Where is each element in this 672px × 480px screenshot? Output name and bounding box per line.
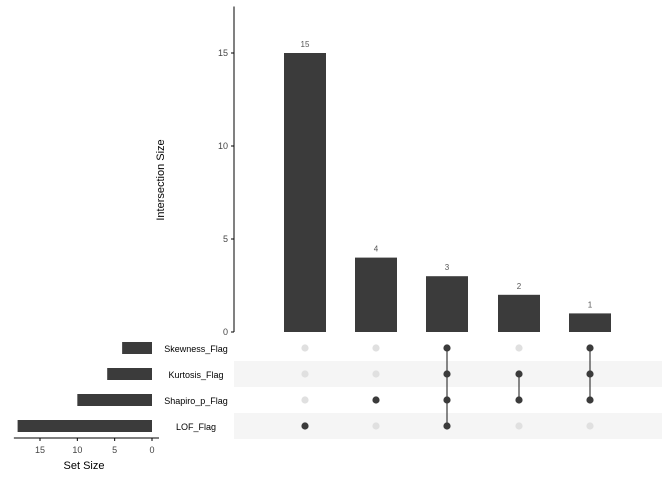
- matrix-dot-inactive: [372, 344, 380, 352]
- intersection-axis: 0 5 10 15: [218, 6, 235, 337]
- set-size-axis-title: Set Size: [64, 460, 105, 472]
- matrix-dot-inactive: [515, 344, 523, 352]
- matrix-dot-active: [515, 370, 523, 378]
- set-name-label: Skewness_Flag: [164, 344, 228, 354]
- set-size-bar: [107, 368, 152, 380]
- matrix-dot-active: [586, 396, 594, 404]
- intersection-count-label: 4: [374, 245, 379, 254]
- set-name-label: Kurtosis_Flag: [168, 370, 223, 380]
- y-tick-label: 0: [223, 327, 228, 337]
- intersection-bar: [569, 313, 611, 332]
- matrix-dot-inactive: [586, 422, 594, 430]
- set-name-label: LOF_Flag: [176, 422, 216, 432]
- matrix-dot-inactive: [372, 422, 380, 430]
- matrix-dot-active: [515, 396, 523, 404]
- y-tick-label: 10: [218, 141, 228, 151]
- intersection-count-label: 3: [445, 263, 450, 272]
- intersection-bar: [284, 53, 326, 332]
- intersection-bars: 15 4 3 2 1: [284, 40, 611, 332]
- intersection-count-label: 2: [517, 282, 522, 291]
- intersection-bar: [355, 257, 397, 332]
- matrix-dot-active: [586, 370, 594, 378]
- intersection-bar: [498, 294, 540, 332]
- x-tick-label: 5: [112, 445, 117, 455]
- x-tick-label: 10: [72, 445, 82, 455]
- matrix-dot-inactive: [515, 422, 523, 430]
- matrix-dot-inactive: [372, 370, 380, 378]
- matrix-dot-active: [443, 370, 451, 378]
- matrix-dot-inactive: [301, 344, 309, 352]
- matrix-dot-active: [586, 344, 594, 352]
- set-size-bars: Skewness_Flag Kurtosis_Flag Shapiro_p_Flag…: [13, 342, 228, 455]
- matrix-dot-inactive: [301, 370, 309, 378]
- set-size-bar: [17, 420, 152, 432]
- set-name-label: Shapiro_p_Flag: [164, 396, 228, 406]
- y-tick-label: 5: [223, 234, 228, 244]
- matrix-dot-active: [443, 396, 451, 404]
- y-tick-label: 15: [218, 48, 228, 58]
- matrix-dot-active: [443, 422, 451, 430]
- intersection-count-label: 15: [301, 40, 310, 49]
- matrix-dot-active: [443, 344, 451, 352]
- intersection-count-label: 1: [588, 300, 593, 309]
- x-tick-label: 15: [35, 445, 45, 455]
- matrix-dot-active: [372, 396, 380, 404]
- matrix-dot-active: [301, 422, 309, 430]
- set-size-bar: [122, 342, 152, 354]
- membership-matrix: [301, 344, 594, 430]
- x-tick-label: 0: [149, 445, 154, 455]
- set-size-bar: [77, 394, 152, 406]
- intersection-size-axis-title: Intersection Size: [155, 139, 167, 220]
- intersection-bar: [426, 276, 468, 332]
- matrix-dot-inactive: [301, 396, 309, 404]
